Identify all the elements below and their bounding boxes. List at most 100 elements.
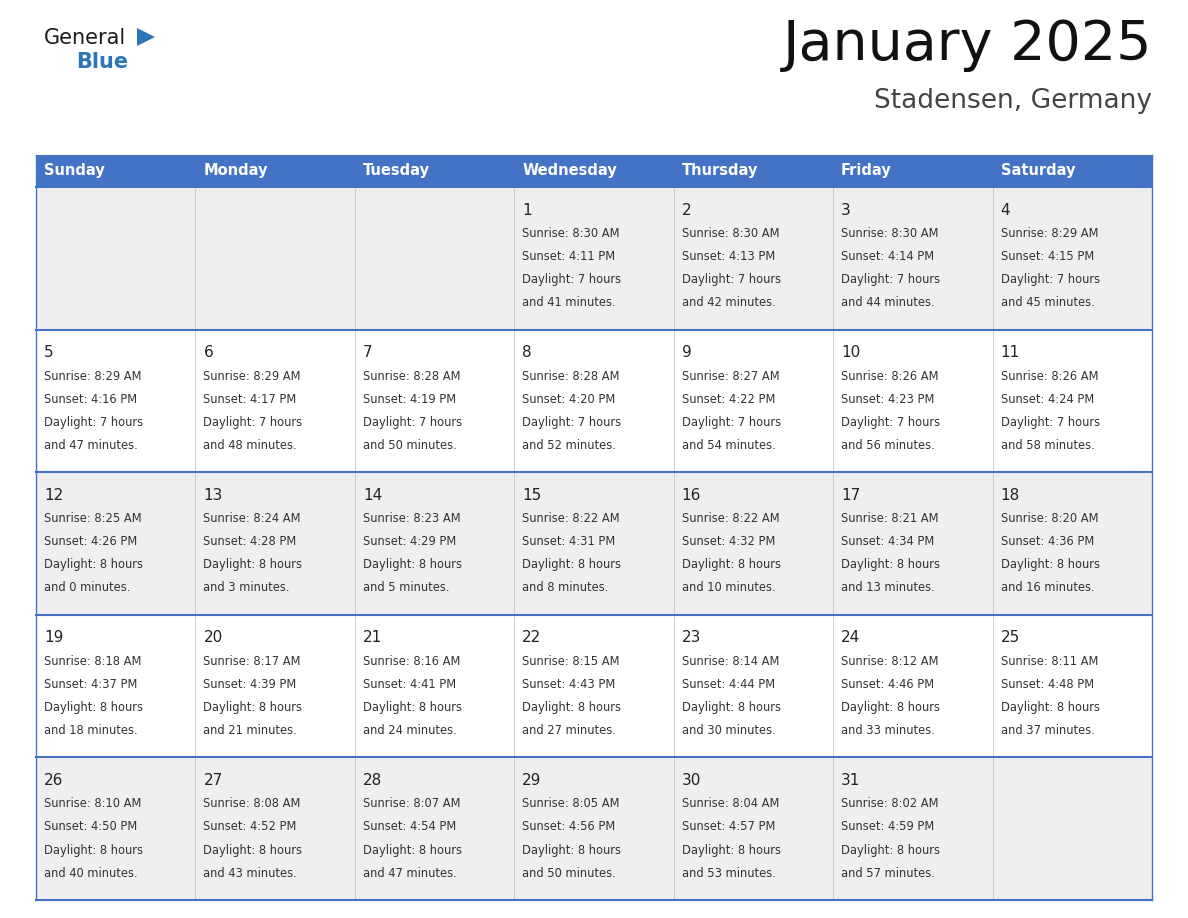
Bar [833,472,992,615]
Text: General: General [44,28,126,48]
Text: Sunrise: 8:26 AM: Sunrise: 8:26 AM [841,370,939,383]
Text: Sunset: 4:43 PM: Sunset: 4:43 PM [523,677,615,691]
Text: Daylight: 8 hours: Daylight: 8 hours [362,844,462,856]
Text: Sunrise: 8:22 AM: Sunrise: 8:22 AM [523,512,620,525]
Text: Sunset: 4:13 PM: Sunset: 4:13 PM [682,250,775,263]
Text: and 13 minutes.: and 13 minutes. [841,581,935,595]
Text: Daylight: 7 hours: Daylight: 7 hours [203,416,303,429]
Text: 11: 11 [1000,345,1019,360]
Bar [355,472,514,615]
Text: 9: 9 [682,345,691,360]
Text: Sunrise: 8:04 AM: Sunrise: 8:04 AM [682,798,779,811]
Bar [196,187,355,330]
Bar [833,330,992,472]
Text: 16: 16 [682,487,701,503]
Bar [36,615,196,757]
Text: and 58 minutes.: and 58 minutes. [1000,439,1094,452]
Text: Sunrise: 8:05 AM: Sunrise: 8:05 AM [523,798,620,811]
Text: Sunrise: 8:30 AM: Sunrise: 8:30 AM [523,227,620,240]
Text: and 18 minutes.: and 18 minutes. [44,724,138,737]
Bar [992,155,1152,187]
Text: 12: 12 [44,487,63,503]
Text: and 33 minutes.: and 33 minutes. [841,724,935,737]
Text: Daylight: 8 hours: Daylight: 8 hours [682,844,781,856]
Text: Sunset: 4:22 PM: Sunset: 4:22 PM [682,393,775,406]
Text: Sunrise: 8:21 AM: Sunrise: 8:21 AM [841,512,939,525]
Text: Sunset: 4:36 PM: Sunset: 4:36 PM [1000,535,1094,548]
Text: Sunset: 4:15 PM: Sunset: 4:15 PM [1000,250,1094,263]
Bar [355,187,514,330]
Bar [355,155,514,187]
Text: Daylight: 7 hours: Daylight: 7 hours [841,416,940,429]
Text: 23: 23 [682,631,701,645]
Bar [196,155,355,187]
Text: Sunrise: 8:11 AM: Sunrise: 8:11 AM [1000,655,1098,667]
Text: Sunrise: 8:10 AM: Sunrise: 8:10 AM [44,798,141,811]
Text: Tuesday: Tuesday [362,163,430,178]
Bar [36,330,196,472]
Text: Sunday: Sunday [44,163,105,178]
Bar [514,330,674,472]
Text: 17: 17 [841,487,860,503]
Text: 30: 30 [682,773,701,788]
Text: Daylight: 7 hours: Daylight: 7 hours [682,274,781,286]
Text: Daylight: 8 hours: Daylight: 8 hours [841,558,940,571]
Text: Sunset: 4:48 PM: Sunset: 4:48 PM [1000,677,1094,691]
Bar [355,615,514,757]
Bar [514,155,674,187]
Text: 14: 14 [362,487,383,503]
Text: Sunset: 4:28 PM: Sunset: 4:28 PM [203,535,297,548]
Text: Sunrise: 8:07 AM: Sunrise: 8:07 AM [362,798,460,811]
Text: Saturday: Saturday [1000,163,1075,178]
Bar [833,615,992,757]
Bar [514,757,674,900]
Text: Daylight: 8 hours: Daylight: 8 hours [523,701,621,714]
Bar [196,330,355,472]
Text: Daylight: 7 hours: Daylight: 7 hours [362,416,462,429]
Polygon shape [137,28,154,46]
Text: 24: 24 [841,631,860,645]
Bar [196,757,355,900]
Bar [674,187,833,330]
Text: 7: 7 [362,345,373,360]
Text: Daylight: 8 hours: Daylight: 8 hours [203,701,303,714]
Text: Sunset: 4:17 PM: Sunset: 4:17 PM [203,393,297,406]
Bar [355,330,514,472]
Text: Sunrise: 8:26 AM: Sunrise: 8:26 AM [1000,370,1098,383]
Text: Sunrise: 8:20 AM: Sunrise: 8:20 AM [1000,512,1098,525]
Text: and 40 minutes.: and 40 minutes. [44,867,138,879]
Text: Sunset: 4:24 PM: Sunset: 4:24 PM [1000,393,1094,406]
Text: Sunrise: 8:28 AM: Sunrise: 8:28 AM [362,370,460,383]
Text: and 56 minutes.: and 56 minutes. [841,439,935,452]
Text: Daylight: 8 hours: Daylight: 8 hours [203,558,303,571]
Text: Sunset: 4:14 PM: Sunset: 4:14 PM [841,250,934,263]
Text: Daylight: 8 hours: Daylight: 8 hours [1000,558,1100,571]
Text: and 57 minutes.: and 57 minutes. [841,867,935,879]
Text: Daylight: 8 hours: Daylight: 8 hours [523,558,621,571]
Text: and 52 minutes.: and 52 minutes. [523,439,617,452]
Bar [992,330,1152,472]
Bar [36,472,196,615]
Bar [36,757,196,900]
Bar [36,155,196,187]
Text: 26: 26 [44,773,63,788]
Text: and 50 minutes.: and 50 minutes. [523,867,617,879]
Bar [355,757,514,900]
Text: Blue: Blue [76,52,128,72]
Text: Sunset: 4:32 PM: Sunset: 4:32 PM [682,535,775,548]
Text: Daylight: 7 hours: Daylight: 7 hours [1000,416,1100,429]
Text: Sunset: 4:20 PM: Sunset: 4:20 PM [523,393,615,406]
Text: Daylight: 8 hours: Daylight: 8 hours [682,701,781,714]
Bar [674,757,833,900]
Bar [833,187,992,330]
Text: Sunset: 4:31 PM: Sunset: 4:31 PM [523,535,615,548]
Text: Sunrise: 8:15 AM: Sunrise: 8:15 AM [523,655,620,667]
Text: 15: 15 [523,487,542,503]
Text: and 41 minutes.: and 41 minutes. [523,297,615,309]
Text: and 8 minutes.: and 8 minutes. [523,581,608,595]
Bar [674,615,833,757]
Text: 1: 1 [523,203,532,218]
Text: 3: 3 [841,203,851,218]
Text: Daylight: 8 hours: Daylight: 8 hours [362,701,462,714]
Text: and 45 minutes.: and 45 minutes. [1000,297,1094,309]
